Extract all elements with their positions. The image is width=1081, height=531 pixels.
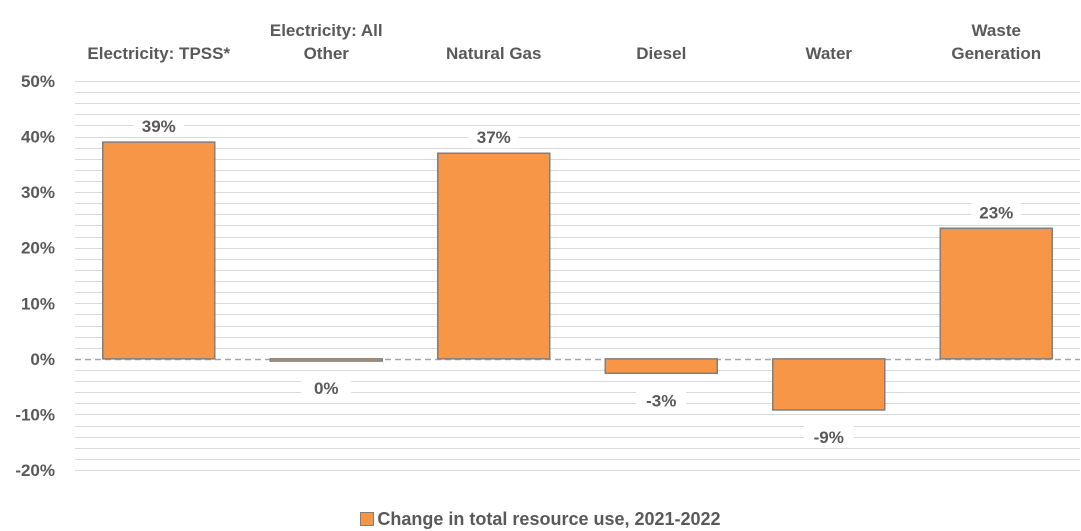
bar	[939, 227, 1053, 360]
bar	[604, 358, 718, 375]
legend-swatch	[360, 512, 375, 526]
data-label-bg	[636, 389, 687, 412]
category-label: Diesel	[636, 44, 686, 63]
data-label-bg	[803, 425, 854, 448]
category-label: Natural Gas	[446, 44, 541, 63]
category-label: Electricity: All	[270, 21, 383, 40]
y-tick-label: 10%	[21, 294, 55, 313]
data-label: 23%	[979, 203, 1013, 222]
bar	[102, 141, 216, 360]
data-label: -3%	[646, 391, 676, 410]
y-tick-label: 30%	[21, 183, 55, 202]
data-label-bg	[971, 201, 1022, 224]
category-label: Other	[304, 44, 350, 63]
y-tick-label: -10%	[15, 405, 55, 424]
legend-label: Change in total resource use, 2021-2022	[377, 509, 721, 529]
data-label-bg	[133, 115, 184, 138]
bar	[772, 358, 886, 411]
bar-chart: 50% 40% 30% 20% 10% 0% -10% -20% 39% Electricity:…	[15, 21, 1080, 480]
data-label: 39%	[142, 117, 176, 136]
category-label: Generation	[951, 44, 1041, 63]
y-tick-label: -20%	[15, 461, 55, 480]
category-label: Waste	[972, 21, 1021, 40]
data-label: -9%	[814, 428, 844, 447]
data-label-bg	[468, 126, 519, 149]
bar	[437, 152, 551, 360]
y-tick-label: 50%	[21, 72, 55, 91]
y-tick-label: 0%	[30, 350, 55, 369]
category-label: Water	[805, 44, 852, 63]
category-label: Electricity: TPSS*	[87, 44, 230, 63]
data-label-bg	[301, 377, 352, 400]
y-tick-label: 40%	[21, 128, 55, 147]
legend: Change in total resource use, 2021-2022	[0, 509, 1081, 529]
data-label: 37%	[477, 128, 511, 147]
y-tick-label: 20%	[21, 239, 55, 258]
data-label: 0%	[314, 379, 339, 398]
bar	[269, 358, 383, 362]
